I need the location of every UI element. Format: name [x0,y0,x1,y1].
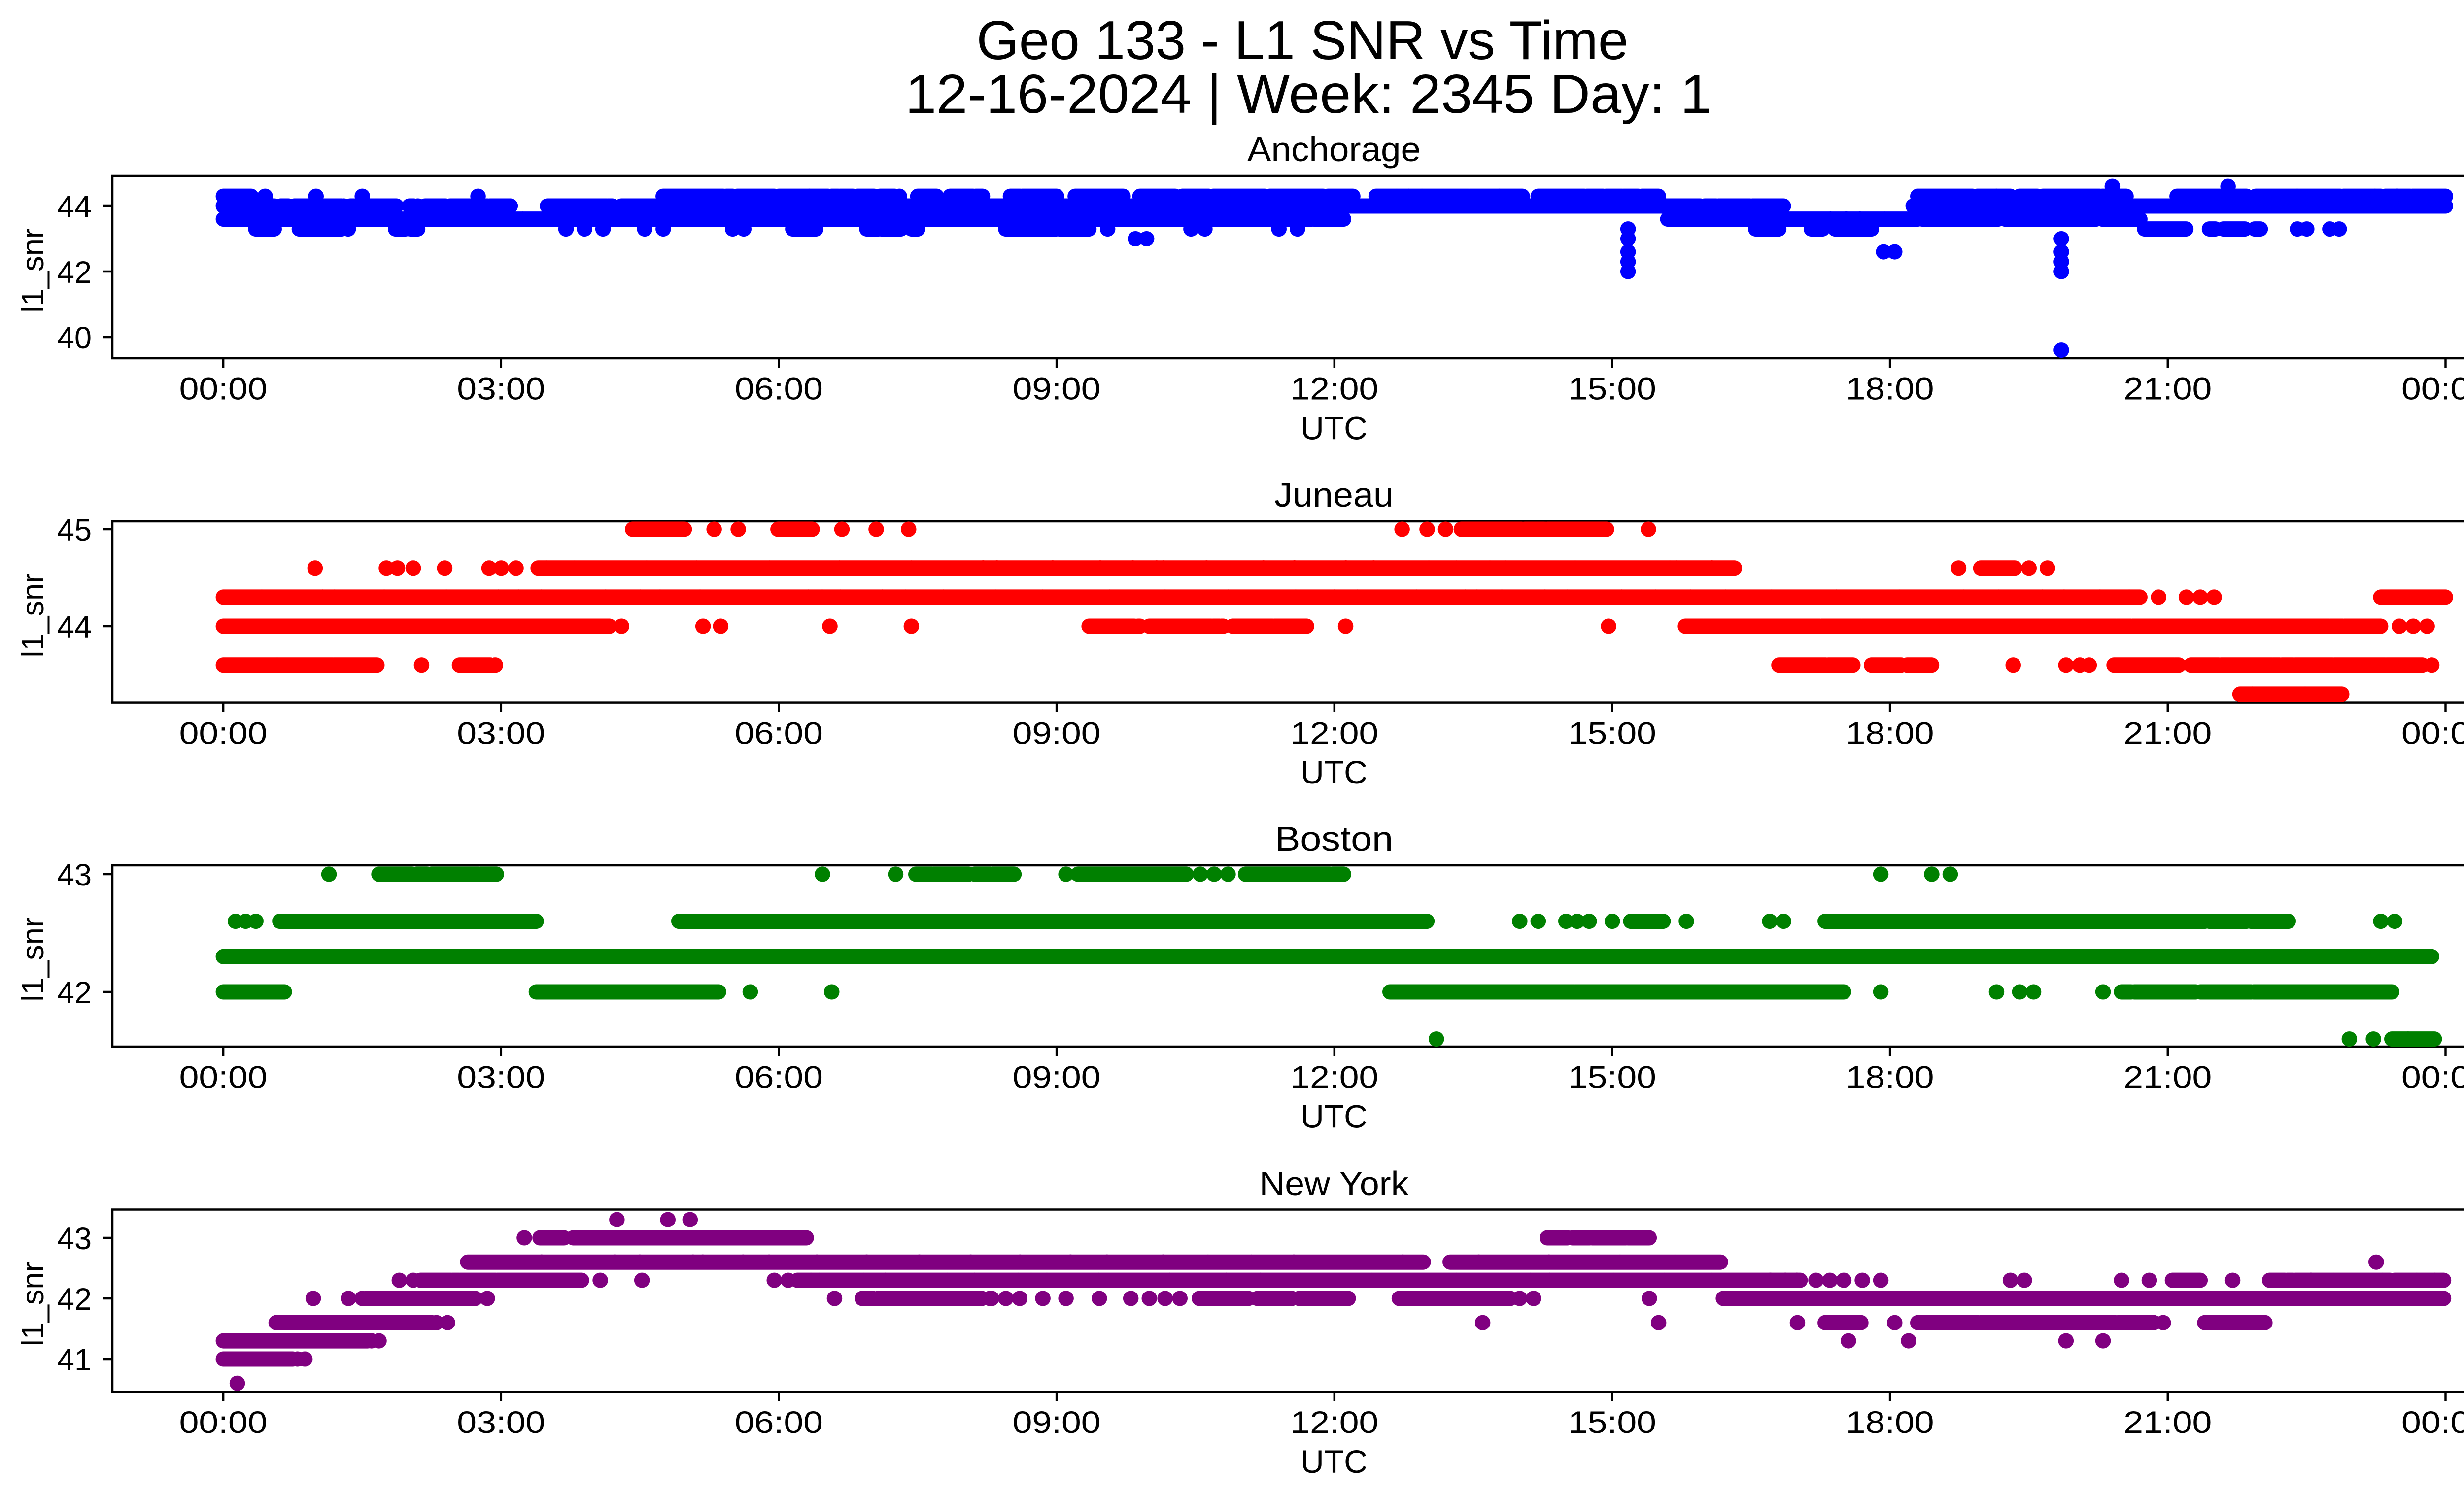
svg-text:42: 42 [57,976,92,1010]
svg-text:42: 42 [57,1282,92,1317]
svg-text:00:00: 00:00 [2401,372,2464,407]
svg-text:00:00: 00:00 [2401,1060,2464,1095]
svg-text:12:00: 12:00 [1290,372,1378,407]
svg-text:12:00: 12:00 [1290,716,1378,750]
svg-text:18:00: 18:00 [1846,716,1934,750]
svg-text:18:00: 18:00 [1846,1405,1934,1440]
svg-text:15:00: 15:00 [1568,716,1656,750]
svg-text:12:00: 12:00 [1290,1060,1378,1095]
svg-text:03:00: 03:00 [457,372,545,407]
svg-text:21:00: 21:00 [2123,372,2212,407]
svg-text:Juneau: Juneau [1274,476,1394,514]
svg-text:09:00: 09:00 [1013,716,1101,750]
svg-text:21:00: 21:00 [2123,716,2212,750]
svg-text:15:00: 15:00 [1568,372,1656,407]
svg-text:UTC: UTC [1300,1098,1368,1135]
svg-text:06:00: 06:00 [735,1060,823,1095]
svg-text:43: 43 [57,1222,92,1256]
svg-text:21:00: 21:00 [2123,1060,2212,1095]
svg-text:l1_snr: l1_snr [16,228,50,313]
svg-text:06:00: 06:00 [735,372,823,407]
svg-text:03:00: 03:00 [457,1405,545,1440]
svg-text:06:00: 06:00 [735,716,823,750]
svg-text:45: 45 [57,513,92,547]
svg-text:09:00: 09:00 [1013,1405,1101,1440]
svg-text:00:00: 00:00 [2401,716,2464,750]
svg-text:00:00: 00:00 [179,1405,268,1440]
svg-text:21:00: 21:00 [2123,1405,2212,1440]
svg-text:l1_snr: l1_snr [16,573,50,658]
svg-text:44: 44 [57,610,92,645]
svg-text:UTC: UTC [1300,1443,1368,1480]
svg-text:12:00: 12:00 [1290,1405,1378,1440]
svg-text:41: 41 [57,1343,92,1377]
svg-text:12-16-2024 | Week: 2345 Day: 1: 12-16-2024 | Week: 2345 Day: 1 [905,64,1711,125]
svg-text:Boston: Boston [1275,819,1393,858]
svg-text:40: 40 [57,321,92,355]
svg-text:New York: New York [1260,1164,1409,1203]
svg-text:43: 43 [57,858,92,892]
svg-text:Anchorage: Anchorage [1247,130,1421,169]
svg-text:UTC: UTC [1300,410,1368,446]
svg-text:15:00: 15:00 [1568,1405,1656,1440]
svg-text:15:00: 15:00 [1568,1060,1656,1095]
svg-text:l1_snr: l1_snr [16,1262,50,1347]
svg-text:09:00: 09:00 [1013,372,1101,407]
svg-text:44: 44 [57,190,92,224]
svg-text:06:00: 06:00 [735,1405,823,1440]
svg-text:00:00: 00:00 [179,372,268,407]
svg-text:UTC: UTC [1300,754,1368,790]
svg-text:l1_snr: l1_snr [16,917,50,1002]
svg-text:00:00: 00:00 [2401,1405,2464,1440]
svg-text:09:00: 09:00 [1013,1060,1101,1095]
svg-text:00:00: 00:00 [179,716,268,750]
svg-text:03:00: 03:00 [457,1060,545,1095]
svg-text:18:00: 18:00 [1846,372,1934,407]
svg-text:Geo 133 - L1 SNR vs Time: Geo 133 - L1 SNR vs Time [977,10,1629,71]
svg-text:00:00: 00:00 [179,1060,268,1095]
svg-text:03:00: 03:00 [457,716,545,750]
svg-text:42: 42 [57,255,92,290]
svg-text:18:00: 18:00 [1846,1060,1934,1095]
